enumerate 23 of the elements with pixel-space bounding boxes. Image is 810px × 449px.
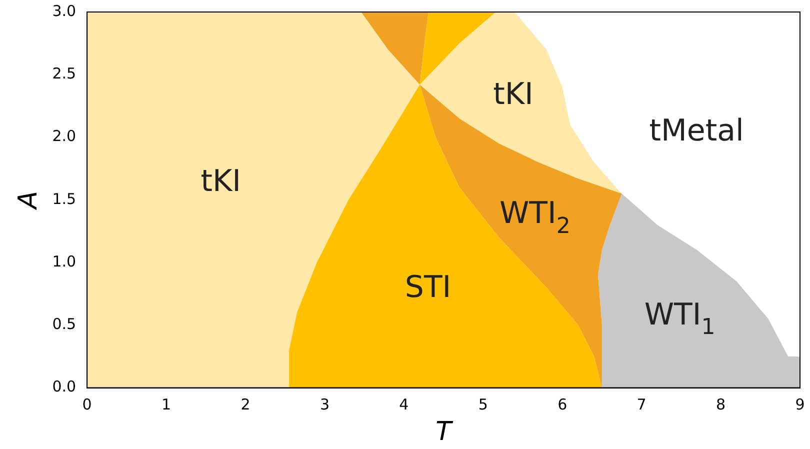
y-tick-label: 0.5 xyxy=(52,315,76,334)
y-tick-label: 3.0 xyxy=(52,2,76,20)
x-tick-label: 4 xyxy=(399,396,409,414)
y-tick-label: 1.5 xyxy=(52,190,76,208)
y-tick-label: 2.5 xyxy=(52,64,76,83)
x-tick-label: 8 xyxy=(716,396,726,414)
y-tick-label: 2.0 xyxy=(52,127,76,146)
x-tick-label: 9 xyxy=(795,396,805,414)
y-axis-title: A xyxy=(13,191,44,211)
x-axis-title: T xyxy=(436,417,454,448)
x-tick-label: 7 xyxy=(636,396,646,414)
series-label: tKI xyxy=(200,164,242,200)
y-tick-label: 0.0 xyxy=(52,378,76,396)
x-tick-label: 3 xyxy=(320,396,330,414)
x-tick-label: 2 xyxy=(240,396,250,414)
y-tick-label: 1.0 xyxy=(52,252,76,270)
series-label: tMetal xyxy=(649,113,744,148)
series-label: STI xyxy=(404,270,452,306)
series-label: tKI xyxy=(493,77,534,112)
x-tick-label: 5 xyxy=(478,396,488,414)
x-tick-label: 6 xyxy=(558,396,568,414)
x-tick-label: 1 xyxy=(162,396,172,414)
x-tick-label: 0 xyxy=(82,396,92,414)
